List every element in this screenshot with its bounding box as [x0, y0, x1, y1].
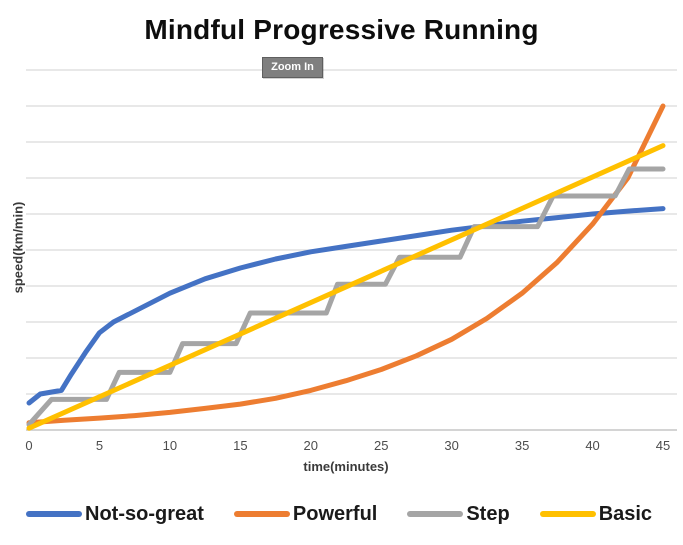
x-tick-label: 35 — [515, 438, 529, 453]
legend-item-basic[interactable]: Basic — [539, 502, 653, 526]
legend-swatch-step — [407, 511, 464, 517]
x-tick-label: 5 — [96, 438, 103, 453]
chart-title: Mindful Progressive Running — [144, 14, 539, 45]
legend-item-not-so-great[interactable]: Not-so-great — [26, 503, 204, 526]
x-tick-label: 45 — [656, 438, 670, 453]
series-line-not-so-great[interactable] — [26, 206, 666, 406]
legend-item-powerful[interactable]: Powerful — [233, 502, 378, 526]
x-tick-label: 25 — [374, 438, 388, 453]
legend-item-step[interactable]: Step — [407, 502, 510, 526]
x-tick-label: 40 — [585, 438, 599, 453]
legend-swatch-powerful — [233, 511, 290, 517]
x-axis-title: time(minutes) — [303, 459, 389, 474]
legend: Not-so-great Powerful Step Basic — [26, 501, 652, 527]
legend-label: Not-so-great — [85, 502, 204, 525]
legend-swatch-not-so-great — [26, 511, 82, 517]
x-tick-label: 20 — [304, 438, 318, 453]
x-tick-label: 0 — [25, 438, 32, 453]
legend-swatch-basic — [539, 511, 596, 517]
legend-label: Basic — [598, 502, 653, 525]
legend-label: Powerful — [292, 502, 378, 525]
x-tick-label: 30 — [444, 438, 458, 453]
x-tick-label: 15 — [233, 438, 247, 453]
series-line-powerful[interactable] — [26, 103, 666, 426]
legend-label: Step — [466, 502, 510, 525]
zoom-in-tooltip[interactable]: Zoom In — [262, 57, 323, 78]
x-tick-label: 10 — [163, 438, 177, 453]
series-line-basic[interactable] — [26, 143, 666, 431]
